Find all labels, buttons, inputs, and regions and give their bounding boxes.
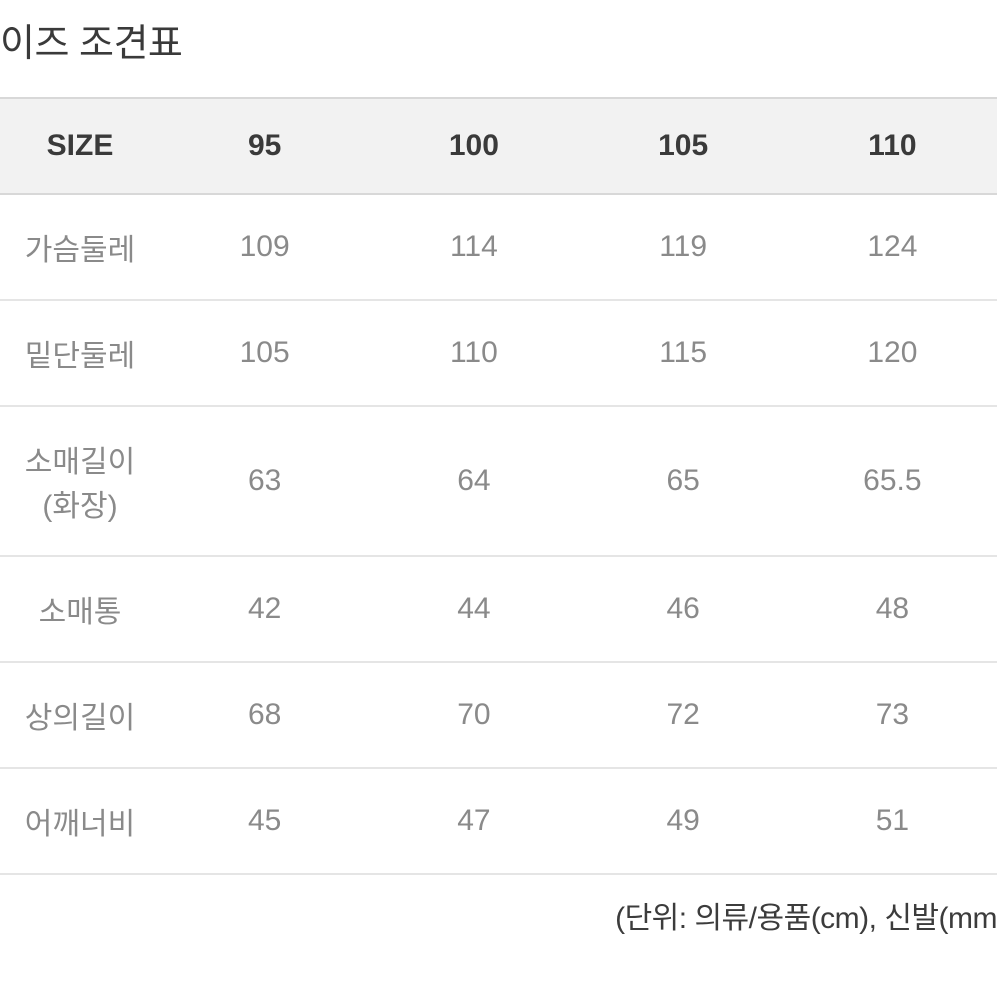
row-label: 어깨너비 (0, 768, 160, 874)
unit-footnote: (단위: 의류/용품(cm), 신발(mm (0, 875, 997, 937)
row-label: 소매길이(화장) (0, 406, 160, 556)
cell-value: 47 (369, 768, 578, 874)
cell-value: 45 (160, 768, 369, 874)
header-cell: SIZE (0, 98, 160, 194)
header-cell: 105 (579, 98, 788, 194)
row-label: 밑단둘레 (0, 300, 160, 406)
cell-value: 68 (160, 662, 369, 768)
header-cell: 110 (788, 98, 997, 194)
table-row: 소매길이(화장) 63 64 65 65.5 (0, 406, 997, 556)
size-chart-container: 이즈 조견표 SIZE 95 100 105 110 가슴둘레 109 114 … (0, 0, 997, 937)
cell-value: 73 (788, 662, 997, 768)
row-label: 소매통 (0, 556, 160, 662)
cell-value: 65.5 (788, 406, 997, 556)
cell-value: 51 (788, 768, 997, 874)
row-label: 상의길이 (0, 662, 160, 768)
table-header-row: SIZE 95 100 105 110 (0, 98, 997, 194)
cell-value: 49 (579, 768, 788, 874)
cell-value: 46 (579, 556, 788, 662)
cell-value: 115 (579, 300, 788, 406)
cell-value: 44 (369, 556, 578, 662)
cell-value: 72 (579, 662, 788, 768)
cell-value: 124 (788, 194, 997, 300)
table-row: 소매통 42 44 46 48 (0, 556, 997, 662)
cell-value: 64 (369, 406, 578, 556)
table-row: 밑단둘레 105 110 115 120 (0, 300, 997, 406)
cell-value: 70 (369, 662, 578, 768)
page-title: 이즈 조견표 (0, 0, 997, 97)
table-body: 가슴둘레 109 114 119 124 밑단둘레 105 110 115 12… (0, 194, 997, 874)
cell-value: 48 (788, 556, 997, 662)
table-row: 어깨너비 45 47 49 51 (0, 768, 997, 874)
row-label: 가슴둘레 (0, 194, 160, 300)
size-table: SIZE 95 100 105 110 가슴둘레 109 114 119 124… (0, 97, 997, 875)
cell-value: 65 (579, 406, 788, 556)
cell-value: 63 (160, 406, 369, 556)
table-row: 상의길이 68 70 72 73 (0, 662, 997, 768)
table-row: 가슴둘레 109 114 119 124 (0, 194, 997, 300)
header-cell: 95 (160, 98, 369, 194)
cell-value: 105 (160, 300, 369, 406)
cell-value: 42 (160, 556, 369, 662)
cell-value: 114 (369, 194, 578, 300)
header-cell: 100 (369, 98, 578, 194)
cell-value: 109 (160, 194, 369, 300)
cell-value: 119 (579, 194, 788, 300)
cell-value: 110 (369, 300, 578, 406)
cell-value: 120 (788, 300, 997, 406)
